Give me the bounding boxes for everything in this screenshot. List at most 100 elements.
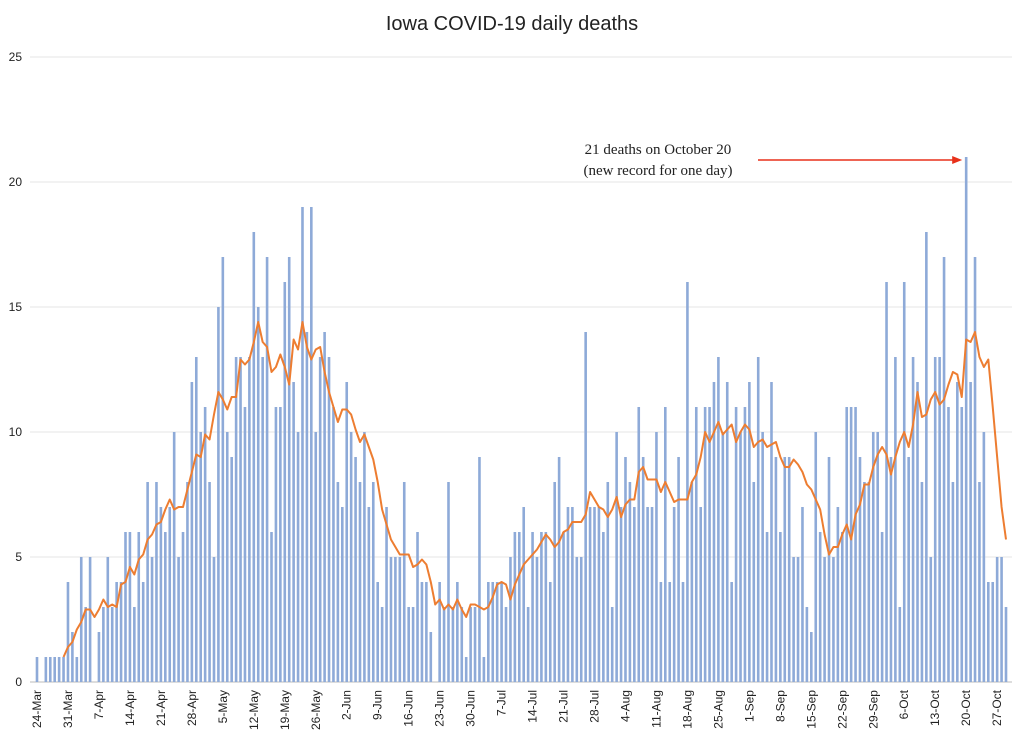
y-tick-label: 5 xyxy=(15,550,22,564)
bar xyxy=(66,582,70,682)
bar xyxy=(978,482,981,682)
bar xyxy=(212,557,216,682)
bar xyxy=(341,507,344,682)
y-tick-label: 15 xyxy=(9,300,23,314)
bar xyxy=(274,407,278,682)
x-tick-label: 7-Jul xyxy=(495,690,509,716)
bar xyxy=(323,332,326,682)
x-tick-label: 23-Jun xyxy=(433,690,447,727)
bar xyxy=(88,557,92,682)
bar xyxy=(787,457,791,682)
bar xyxy=(801,507,804,682)
bar xyxy=(248,357,251,682)
x-tick-label: 13-Oct xyxy=(928,689,942,726)
bar xyxy=(703,407,707,682)
average-line xyxy=(62,321,1007,658)
bar xyxy=(774,457,778,682)
bar xyxy=(960,407,964,682)
bar xyxy=(35,657,39,682)
bar xyxy=(579,557,583,682)
bar xyxy=(473,607,477,682)
x-tick-label: 7-Apr xyxy=(92,690,106,719)
bar xyxy=(770,382,773,682)
y-tick-label: 25 xyxy=(9,50,23,64)
annotation: (new record for one day) xyxy=(583,163,732,179)
bar xyxy=(871,432,875,682)
bar xyxy=(62,657,65,682)
bar xyxy=(456,582,459,682)
bar xyxy=(540,532,543,682)
bar xyxy=(748,382,751,682)
x-tick-label: 28-Jul xyxy=(588,690,602,723)
x-tick-label: 8-Sep xyxy=(773,690,787,722)
x-tick-label: 27-Oct xyxy=(990,689,1004,726)
bar xyxy=(438,582,441,682)
bar xyxy=(765,532,769,682)
bar xyxy=(261,357,264,682)
bar xyxy=(310,207,313,682)
bar xyxy=(717,357,720,682)
bar xyxy=(655,432,658,682)
bar xyxy=(199,432,203,682)
bar xyxy=(146,482,149,682)
bar xyxy=(292,382,295,682)
x-tick-label: 12-May xyxy=(247,690,261,730)
bar xyxy=(469,607,472,682)
bar xyxy=(380,607,384,682)
bar xyxy=(190,382,194,682)
bar xyxy=(911,357,915,682)
bar xyxy=(186,482,189,682)
bar xyxy=(358,482,362,682)
bar xyxy=(234,357,238,682)
bar xyxy=(836,507,840,682)
bar xyxy=(327,357,331,682)
bar xyxy=(725,382,729,682)
bar xyxy=(155,482,158,682)
bar xyxy=(181,532,185,682)
bar xyxy=(987,582,990,682)
bar xyxy=(115,582,118,682)
x-tick-label: 31-Mar xyxy=(61,690,75,728)
bar xyxy=(1004,607,1008,682)
bar xyxy=(177,557,180,682)
x-tick-label: 14-Jul xyxy=(526,690,540,723)
bar xyxy=(818,532,822,682)
bar xyxy=(535,557,539,682)
bar xyxy=(938,357,941,682)
bar xyxy=(712,382,716,682)
bar xyxy=(44,657,48,682)
bar xyxy=(628,482,632,682)
x-tick-label: 22-Sep xyxy=(835,690,849,729)
bar xyxy=(429,632,433,682)
bar xyxy=(756,357,760,682)
bar xyxy=(920,482,924,682)
bar xyxy=(964,157,968,682)
bar xyxy=(531,532,534,682)
bar xyxy=(301,207,304,682)
bar xyxy=(832,557,835,682)
bar xyxy=(659,582,663,682)
bar xyxy=(951,482,955,682)
bar xyxy=(566,507,570,682)
bar xyxy=(863,482,866,682)
y-tick-label: 10 xyxy=(9,425,23,439)
bar xyxy=(141,582,145,682)
bar xyxy=(442,607,446,682)
bar xyxy=(1000,557,1003,682)
annotation: 21 deaths on October 20 xyxy=(585,142,732,158)
bar xyxy=(526,607,530,682)
x-tick-label: 28-Apr xyxy=(185,690,199,726)
bar xyxy=(124,532,127,682)
bar xyxy=(367,507,371,682)
bar xyxy=(482,657,486,682)
bar xyxy=(208,482,211,682)
bar xyxy=(840,532,844,682)
bar xyxy=(814,432,818,682)
bar xyxy=(420,582,424,682)
bar xyxy=(509,557,512,682)
bar xyxy=(956,382,959,682)
bar xyxy=(363,432,366,682)
bar xyxy=(522,507,526,682)
bar xyxy=(694,407,698,682)
